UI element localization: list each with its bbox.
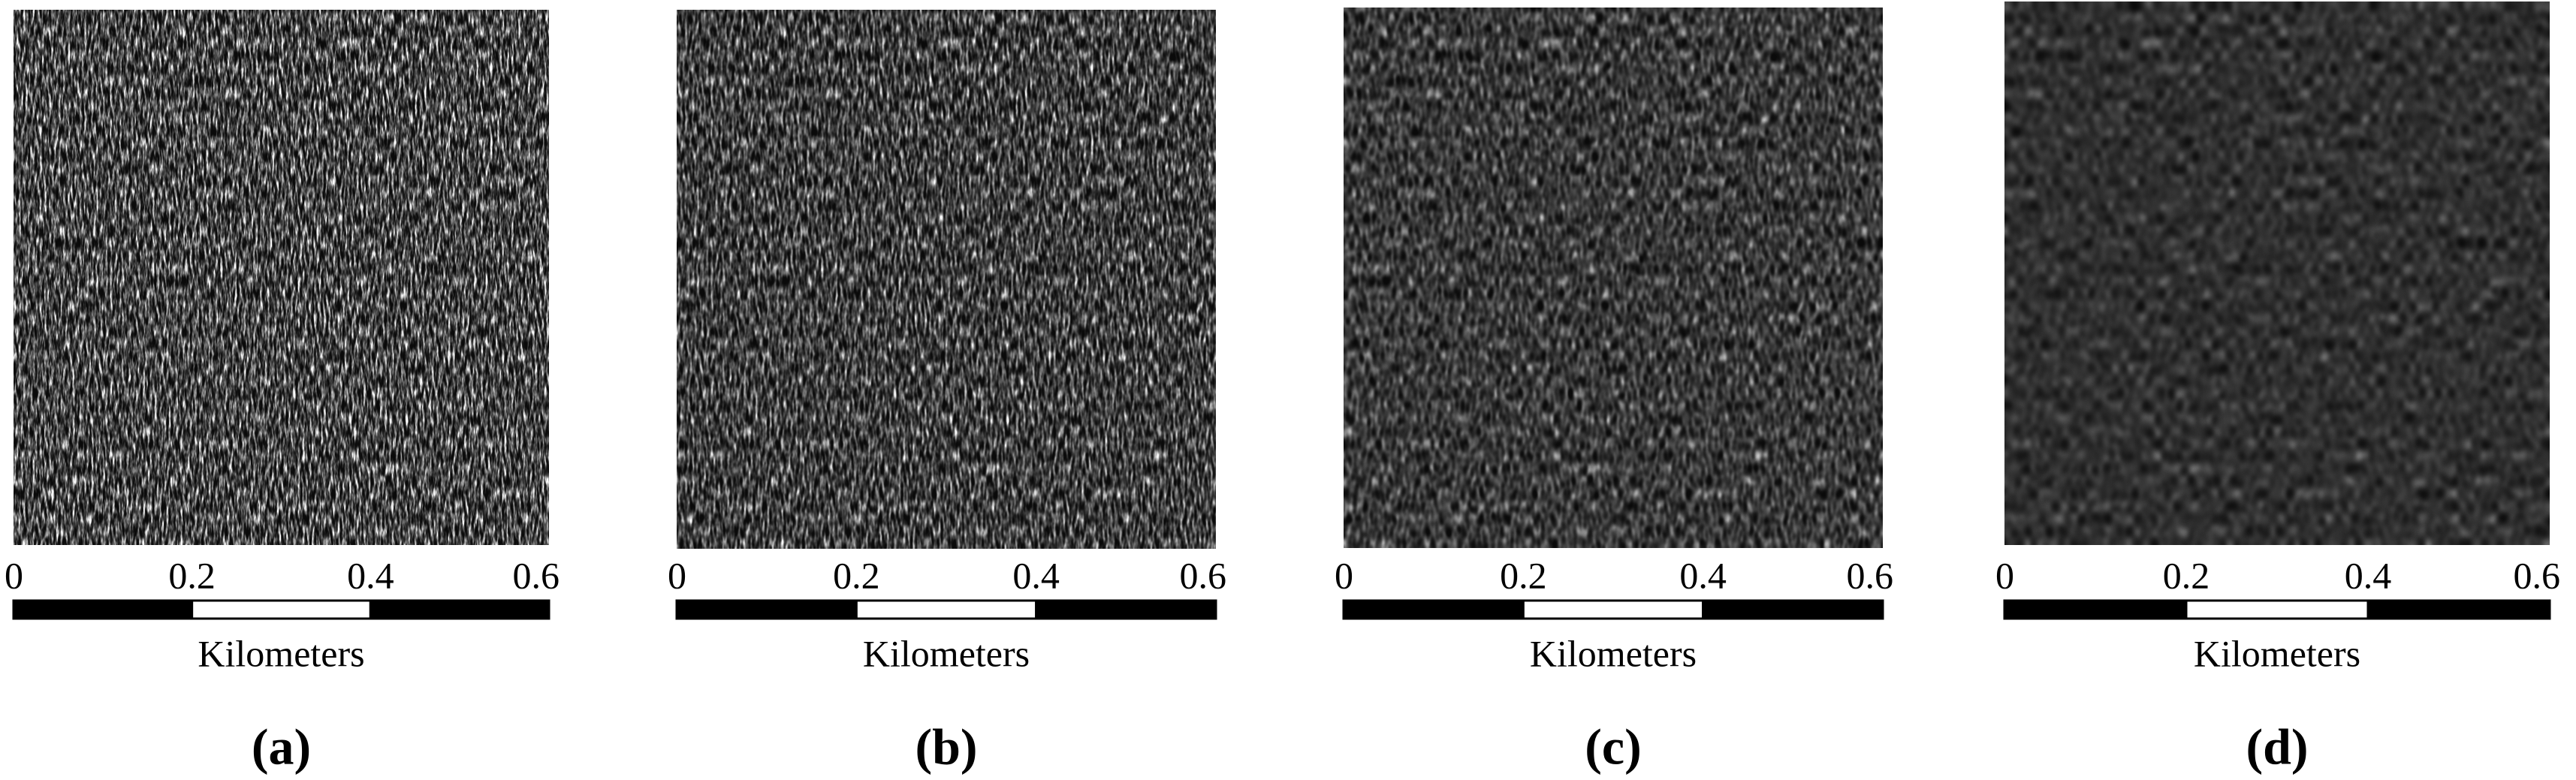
scale-tick-label: 0 (5, 554, 23, 596)
scale-unit: Kilometers (1530, 632, 1697, 674)
panel: 0 0.2 0.4 0.6 Kilometers (d) (1995, 2, 2560, 775)
scale-unit: Kilometers (198, 632, 364, 674)
scale-bar-segment (12, 599, 194, 620)
panel-label: (b) (915, 718, 977, 775)
panel: 0 0.2 0.4 0.6 Kilometers (c) (1335, 8, 1893, 775)
scale-tick-label: 0.2 (168, 554, 216, 596)
scale-tick-label: 0.2 (833, 554, 880, 596)
sar-image (1344, 8, 1883, 548)
scale-bar-segment (1035, 599, 1217, 620)
panel-label: (c) (1585, 718, 1641, 775)
scale-tick-label: 0.2 (2163, 554, 2210, 596)
scale-tick-label: 0.4 (347, 554, 394, 596)
scale-tick-label: 0.6 (1180, 554, 1227, 596)
panel-label: (a) (252, 718, 311, 775)
scale-tick-label: 0.6 (2514, 554, 2561, 596)
scale-bar-segment (2185, 599, 2369, 620)
scale-bar-segment (369, 599, 550, 620)
scale-unit: Kilometers (863, 632, 1030, 674)
scale-tick-label: 0.6 (513, 554, 560, 596)
scale-bar-segment (1522, 599, 1705, 620)
scale-bar-segment (675, 599, 858, 620)
scale-tick-label: 0 (1995, 554, 2014, 596)
scale-tick-label: 0.2 (1500, 554, 1547, 596)
scale-tick-label: 0.6 (1847, 554, 1894, 596)
scale-bar-segment (191, 599, 372, 620)
panel: 0 0.2 0.4 0.6 Kilometers (a) (5, 10, 560, 775)
scale-bar-segment (1342, 599, 1525, 620)
sar-image (2004, 2, 2550, 545)
scale-bar-segment (2003, 599, 2188, 620)
scale-unit: Kilometers (2194, 632, 2360, 674)
scale-bar-segment (2366, 599, 2551, 620)
panel-label: (d) (2246, 718, 2308, 775)
scale-bar-segment (855, 599, 1038, 620)
scale-tick-label: 0.4 (1012, 554, 1060, 596)
scale-tick-label: 0 (1335, 554, 1353, 596)
scale-bar-segment (1702, 599, 1884, 620)
scale-tick-label: 0.4 (1679, 554, 1727, 596)
sar-image (677, 10, 1216, 549)
panel: 0 0.2 0.4 0.6 Kilometers (b) (668, 10, 1226, 775)
scale-tick-label: 0.4 (2345, 554, 2392, 596)
sar-image (14, 10, 549, 545)
scale-tick-label: 0 (668, 554, 686, 596)
